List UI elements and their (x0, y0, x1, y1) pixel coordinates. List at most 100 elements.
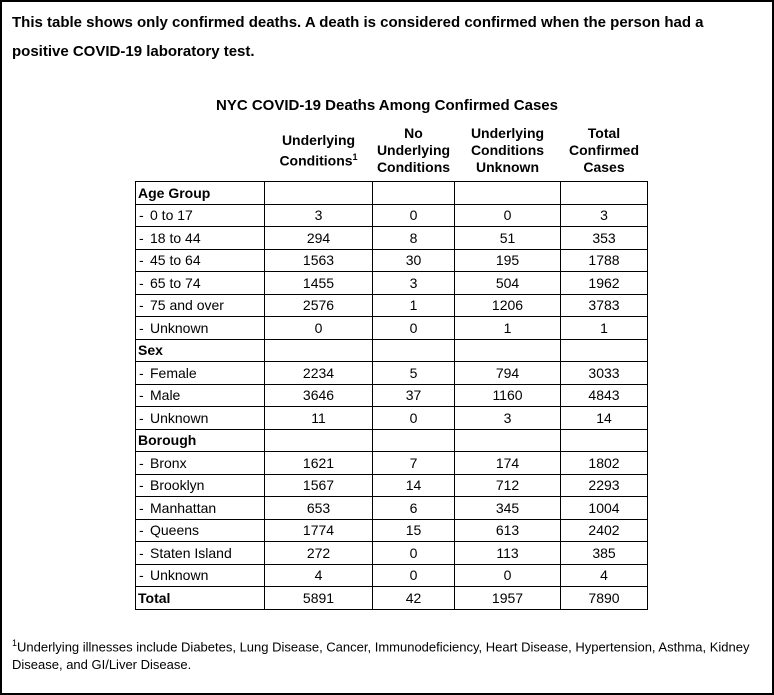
empty-cell (372, 338, 455, 362)
table-row: -45 to 64 1563 30 195 1788 (135, 248, 648, 272)
empty-cell (264, 428, 373, 452)
cell-value: 1962 (560, 271, 648, 295)
row-label: - Male (135, 383, 265, 407)
row-dash: - (139, 297, 144, 314)
cell-value: 345 (454, 496, 561, 520)
row-label: -45 to 64 (135, 248, 265, 272)
cell-value: 15 (372, 518, 455, 542)
column-header-row: Underlying Conditions1 No Underlying Con… (136, 125, 648, 182)
row-label: - Unknown (135, 563, 265, 587)
total-label: Total (135, 586, 265, 610)
section-header-row: Borough (135, 428, 648, 452)
cell-value: 1563 (264, 248, 373, 272)
row-label-text: Manhattan (150, 499, 217, 516)
row-label-text: Unknown (150, 319, 209, 336)
row-label-text: 75 and over (150, 297, 224, 314)
covid-deaths-table: Underlying Conditions1 No Underlying Con… (135, 125, 648, 610)
cell-value: 1802 (560, 451, 648, 475)
cell-value: 613 (454, 518, 561, 542)
empty-cell (454, 338, 561, 362)
cell-value: 1455 (264, 271, 373, 295)
row-label: - Staten Island (135, 541, 265, 565)
row-label-text: Unknown (150, 567, 209, 584)
row-label-text: Male (150, 387, 181, 404)
row-label-text: Unknown (150, 409, 209, 426)
empty-cell (560, 181, 648, 205)
row-label: - Unknown (135, 406, 265, 430)
cell-value: 2402 (560, 518, 648, 542)
cell-value: 3 (454, 406, 561, 430)
empty-cell (560, 338, 648, 362)
row-dash: - (139, 409, 144, 426)
row-label-text: Female (150, 364, 197, 381)
section-label-sex: Sex (135, 338, 265, 362)
cell-value: 0 (372, 406, 455, 430)
row-label-text: 65 to 74 (150, 274, 201, 291)
table-title: NYC COVID-19 Deaths Among Confirmed Case… (215, 97, 558, 114)
section-header-row: Age Group (135, 181, 648, 205)
cell-value: 3646 (264, 383, 373, 407)
cell-value: 504 (454, 271, 561, 295)
cell-value: 1788 (560, 248, 648, 272)
col-header-underlying-conditions: Underlying Conditions1 (265, 125, 373, 182)
row-dash: - (139, 252, 144, 269)
cell-value: 11 (264, 406, 373, 430)
row-label-text: 45 to 64 (150, 252, 201, 269)
cell-value: 1567 (264, 473, 373, 497)
row-dash: - (139, 319, 144, 336)
table-row: - Brooklyn 1567 14 712 2293 (135, 473, 648, 497)
cell-value: 7890 (560, 586, 648, 610)
section-label-age-group: Age Group (135, 181, 265, 205)
col-header-conditions-unknown: Underlying Conditions Unknown (470, 125, 545, 175)
cell-value: 4 (264, 563, 373, 587)
table-row: - Manhattan 653 6 345 1004 (135, 496, 648, 520)
table-row: - Unknown 4 0 0 4 (135, 563, 648, 587)
row-dash: - (139, 499, 144, 516)
row-label: - Female (135, 361, 265, 385)
footnote: 1Underlying illnesses include Diabetes, … (12, 634, 760, 674)
cell-value: 30 (372, 248, 455, 272)
row-label: - Brooklyn (135, 473, 265, 497)
section-label-borough: Borough (135, 428, 265, 452)
cell-value: 3783 (560, 293, 648, 317)
col-header-total-confirmed: Total Confirmed Cases (569, 125, 639, 175)
cell-value: 712 (454, 473, 561, 497)
row-dash: - (139, 364, 144, 381)
cell-value: 14 (372, 473, 455, 497)
table-row: -65 to 74 1455 3 504 1962 (135, 271, 648, 295)
cell-value: 8 (372, 226, 455, 250)
row-label-text: 0 to 17 (150, 207, 193, 224)
row-label-text: Staten Island (150, 544, 232, 561)
row-dash: - (139, 454, 144, 471)
cell-value: 0 (454, 563, 561, 587)
empty-corner-cell (136, 125, 265, 182)
cell-value: 7 (372, 451, 455, 475)
row-dash: - (139, 229, 144, 246)
cell-value: 1 (372, 293, 455, 317)
cell-value: 174 (454, 451, 561, 475)
cell-value: 42 (372, 586, 455, 610)
row-dash: - (139, 544, 144, 561)
cell-value: 1004 (560, 496, 648, 520)
cell-value: 51 (454, 226, 561, 250)
empty-cell (264, 338, 373, 362)
empty-cell (264, 181, 373, 205)
section-header-row: Sex (135, 338, 648, 362)
cell-value: 1 (560, 316, 648, 340)
row-dash: - (139, 477, 144, 494)
row-label: - Bronx (135, 451, 265, 475)
col-header-no-underlying-conditions: No Underlying Conditions (376, 125, 451, 175)
table-row: - Unknown 11 0 3 14 (135, 406, 648, 430)
empty-cell (560, 428, 648, 452)
row-label-text: 18 to 44 (150, 229, 201, 246)
row-label: - Manhattan (135, 496, 265, 520)
cell-value: 1160 (454, 383, 561, 407)
cell-value: 1957 (454, 586, 561, 610)
cell-value: 4 (560, 563, 648, 587)
table-row: - Female 2234 5 794 3033 (135, 361, 648, 385)
cell-value: 0 (454, 203, 561, 227)
cell-value: 5 (372, 361, 455, 385)
row-dash: - (139, 274, 144, 291)
row-label-text: Brooklyn (150, 477, 205, 494)
